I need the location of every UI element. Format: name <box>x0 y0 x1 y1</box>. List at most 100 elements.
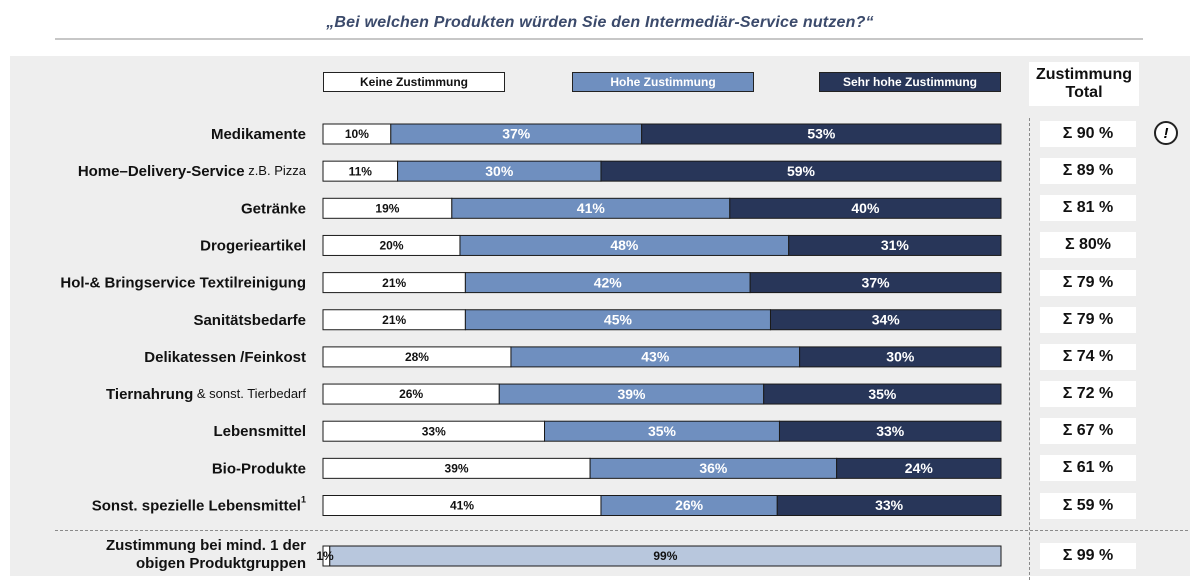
total-column-divider <box>1029 118 1030 580</box>
category-label-bold: Lebensmittel <box>213 423 306 440</box>
category-label-bold: Delikatessen /Feinkost <box>144 349 306 366</box>
category-label-bold: Drogerieartikel <box>200 237 306 254</box>
category-label-bold: Hol-& Bringservice Textilreinigung <box>60 275 306 292</box>
bar-segment-sehr <box>763 383 1002 405</box>
overall-row-divider <box>55 530 1188 531</box>
data-label-hohe: 36% <box>699 460 728 476</box>
data-label-hohe: 42% <box>594 274 623 290</box>
category-footnote-marker: 1 <box>301 495 306 505</box>
bar-segment-sehr <box>778 420 1002 442</box>
total-value: Σ 89 % <box>1040 158 1136 185</box>
data-label-hohe: 37% <box>502 126 531 142</box>
data-label-sehr: 31% <box>881 237 910 253</box>
data-label-sehr: 33% <box>876 423 905 439</box>
total-value: Σ 80% <box>1040 232 1136 259</box>
category-label-bold: Bio-Produkte <box>212 460 306 477</box>
data-label-hohe: 45% <box>604 311 633 327</box>
bar-segment-sehr <box>600 160 1002 182</box>
legend-sehr-label: Sehr hohe Zustimmung <box>842 75 977 89</box>
total-value: Σ 67 % <box>1040 418 1136 445</box>
data-label-sehr: 34% <box>872 311 901 327</box>
bar-segment-sehr <box>749 272 1002 294</box>
total-value: Σ 74 % <box>1040 343 1136 370</box>
category-label: Bio-Produkte <box>212 460 306 477</box>
data-label-hohe: 26% <box>675 497 704 513</box>
data-label-keine: 21% <box>382 313 406 327</box>
category-label-bold: Tiernahrung <box>106 386 193 403</box>
category-label-bold: Medikamente <box>211 126 306 143</box>
data-label-keine: 26% <box>399 387 423 401</box>
legend-hohe-label: Hohe Zustimmung <box>610 75 716 89</box>
data-label-keine: 39% <box>445 462 469 476</box>
total-value: Σ 61 % <box>1040 455 1136 482</box>
chart-title: „Bei welchen Produkten würden Sie den In… <box>326 14 874 31</box>
data-label-sehr: 53% <box>807 126 836 142</box>
legend-keine-label: Keine Zustimmung <box>359 75 468 89</box>
overall-label-line1: Zustimmung bei mind. 1 der <box>105 537 306 554</box>
data-label-hohe: 41% <box>577 200 606 216</box>
data-label-hohe: 43% <box>641 349 670 365</box>
legend-keine-zustimmung: Keine Zustimmung <box>323 72 505 92</box>
legend-hohe-zustimmung: Hohe Zustimmung <box>572 72 754 92</box>
total-value: Σ 59 % <box>1040 492 1136 519</box>
category-label: Medikamente <box>211 126 306 143</box>
bar-segment-sehr <box>641 123 1002 145</box>
bar-segment-sehr <box>788 234 1002 256</box>
category-label-detail: & sonst. Tierbedarf <box>193 386 306 401</box>
overall-row-label: Zustimmung bei mind. 1 der obigen Produk… <box>20 537 306 573</box>
data-label-hohe: 48% <box>610 237 639 253</box>
bar-segment-sehr <box>836 457 1002 479</box>
data-label-sehr: 30% <box>886 349 915 365</box>
category-label: Tiernahrung & sonst. Tierbedarf <box>106 386 306 403</box>
data-label-keine: 33% <box>422 424 446 438</box>
category-label-bold: Sanitätsbedarfe <box>193 312 306 329</box>
category-label: Drogerieartikel <box>200 237 306 254</box>
bar-segment-sehr <box>776 495 1002 516</box>
total-header-line2: Total <box>1065 84 1103 101</box>
data-label-sehr: 40% <box>851 200 880 216</box>
warning-exclamation-icon: ! <box>1154 121 1178 145</box>
total-value: Σ 90 % <box>1040 121 1136 147</box>
data-label-hohe: 39% <box>617 386 646 402</box>
data-label-sehr: 24% <box>905 460 934 476</box>
category-label: Delikatessen /Feinkost <box>144 349 306 366</box>
legend-sehr-hohe-zustimmung: Sehr hohe Zustimmung <box>819 72 1001 92</box>
data-label-sehr: 59% <box>787 163 816 179</box>
overall-data-label-zustimmung: 99% <box>653 549 677 563</box>
bar-segment-sehr <box>799 346 1002 368</box>
category-label-bold: Home–Delivery-Service <box>78 163 245 180</box>
data-label-keine: 10% <box>345 127 369 141</box>
data-label-sehr: 33% <box>875 497 904 513</box>
total-column-header: Zustimmung Total <box>1029 62 1139 106</box>
data-label-sehr: 35% <box>868 386 897 402</box>
data-label-hohe: 30% <box>485 163 514 179</box>
data-label-keine: 20% <box>379 239 403 253</box>
total-value: Σ 81 % <box>1040 195 1136 222</box>
data-label-keine: 21% <box>382 276 406 290</box>
total-value: Σ 72 % <box>1040 381 1136 408</box>
total-value: Σ 79 % <box>1040 306 1136 333</box>
total-value: Σ 79 % <box>1040 269 1136 296</box>
category-label: Lebensmittel <box>213 423 306 440</box>
overall-total-value: Σ 99 % <box>1040 543 1136 569</box>
data-label-keine: 11% <box>349 164 373 178</box>
bar-segment-sehr <box>729 197 1002 219</box>
data-label-keine: 19% <box>375 201 399 215</box>
total-header-line1: Zustimmung <box>1036 66 1132 83</box>
category-label-detail: z.B. Pizza <box>245 164 307 179</box>
data-label-keine: 41% <box>450 499 474 513</box>
category-label: Sonst. spezielle Lebensmittel1 <box>92 495 306 515</box>
overall-bar-segment-zustimmung <box>329 545 1002 567</box>
category-label: Home–Delivery-Service z.B. Pizza <box>78 163 307 180</box>
overall-label-line2: obigen Produktgruppen <box>136 555 306 572</box>
data-label-keine: 28% <box>405 350 429 364</box>
data-label-hohe: 35% <box>648 423 677 439</box>
category-label: Getränke <box>241 200 306 217</box>
category-label: Hol-& Bringservice Textilreinigung <box>60 275 306 292</box>
category-label-bold: Getränke <box>241 200 306 217</box>
category-label-bold: Sonst. spezielle Lebensmittel <box>92 497 301 514</box>
category-label: Sanitätsbedarfe <box>193 312 306 329</box>
data-label-sehr: 37% <box>862 274 891 290</box>
overall-data-label-keine: 1% <box>316 549 334 563</box>
